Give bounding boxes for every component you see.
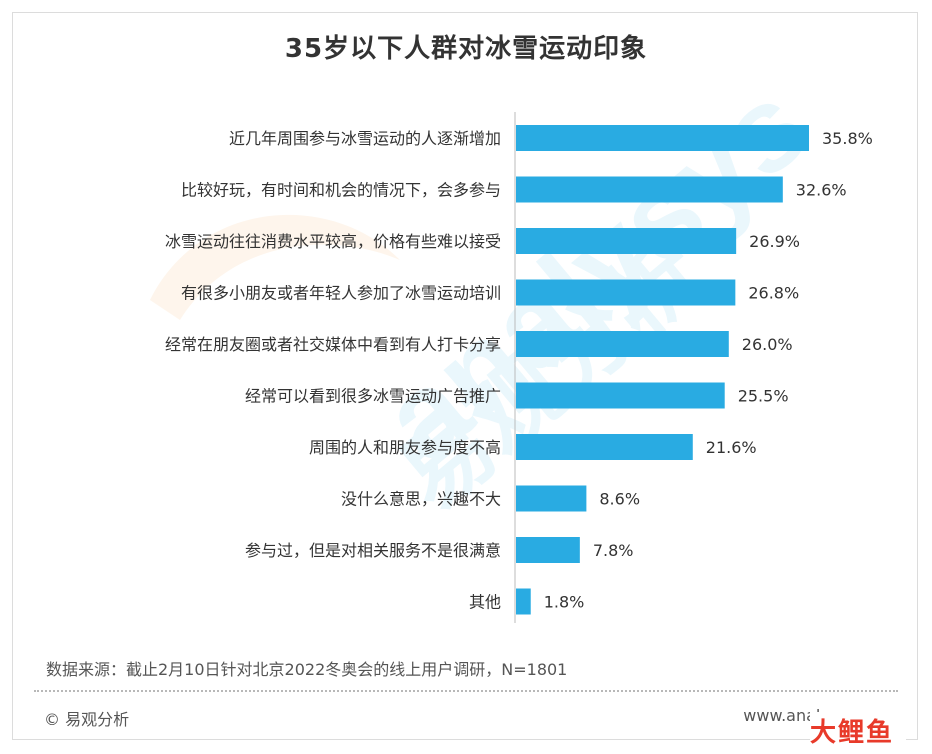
value-label: 32.6% <box>796 181 847 200</box>
footer-brand: © 易观分析 <box>44 710 130 729</box>
category-label: 有很多小朋友或者年轻人参加了冰雪运动培训 <box>181 284 501 303</box>
bar <box>516 537 580 563</box>
category-label: 其他 <box>469 593 501 612</box>
category-label: 比较好玩，有时间和机会的情况下，会多参与 <box>181 181 501 200</box>
bar <box>516 125 809 151</box>
category-label: 没什么意思，兴趣不大 <box>341 490 501 509</box>
corner-logo: 大鲤鱼 <box>810 712 906 748</box>
value-label: 1.8% <box>544 593 585 612</box>
source-note: 数据来源：截止2月10日针对北京2022冬奥会的线上用户调研，N=1801 <box>46 660 568 679</box>
category-label: 冰雪运动往往消费水平较高，价格有些难以接受 <box>165 232 501 251</box>
value-label: 26.9% <box>749 232 800 251</box>
value-label: 21.6% <box>706 438 757 457</box>
value-label: 7.8% <box>593 541 634 560</box>
chart-title: 35岁以下人群对冰雪运动印象 <box>284 34 648 64</box>
bar <box>516 434 693 460</box>
bar <box>516 382 725 409</box>
category-label: 经常可以看到很多冰雪运动广告推广 <box>245 387 501 406</box>
value-label: 8.6% <box>599 490 640 509</box>
category-label: 参与过，但是对相关服务不是很满意 <box>245 541 501 560</box>
value-label: 26.0% <box>742 335 793 354</box>
bar <box>516 331 729 357</box>
value-label: 26.8% <box>748 284 799 303</box>
footer-divider <box>34 690 898 692</box>
bar <box>516 228 737 254</box>
bar <box>516 588 531 615</box>
category-label: 近几年周围参与冰雪运动的人逐渐增加 <box>229 129 501 148</box>
value-label: 25.5% <box>738 387 789 406</box>
bar <box>516 176 783 203</box>
category-label: 经常在朋友圈或者社交媒体中看到有人打卡分享 <box>165 335 501 354</box>
bar <box>516 485 587 512</box>
corner-logo-text: 大鲤鱼 <box>810 718 895 748</box>
category-label: 周围的人和朋友参与度不高 <box>309 438 501 457</box>
bar <box>516 279 736 306</box>
value-label: 35.8% <box>822 129 873 148</box>
